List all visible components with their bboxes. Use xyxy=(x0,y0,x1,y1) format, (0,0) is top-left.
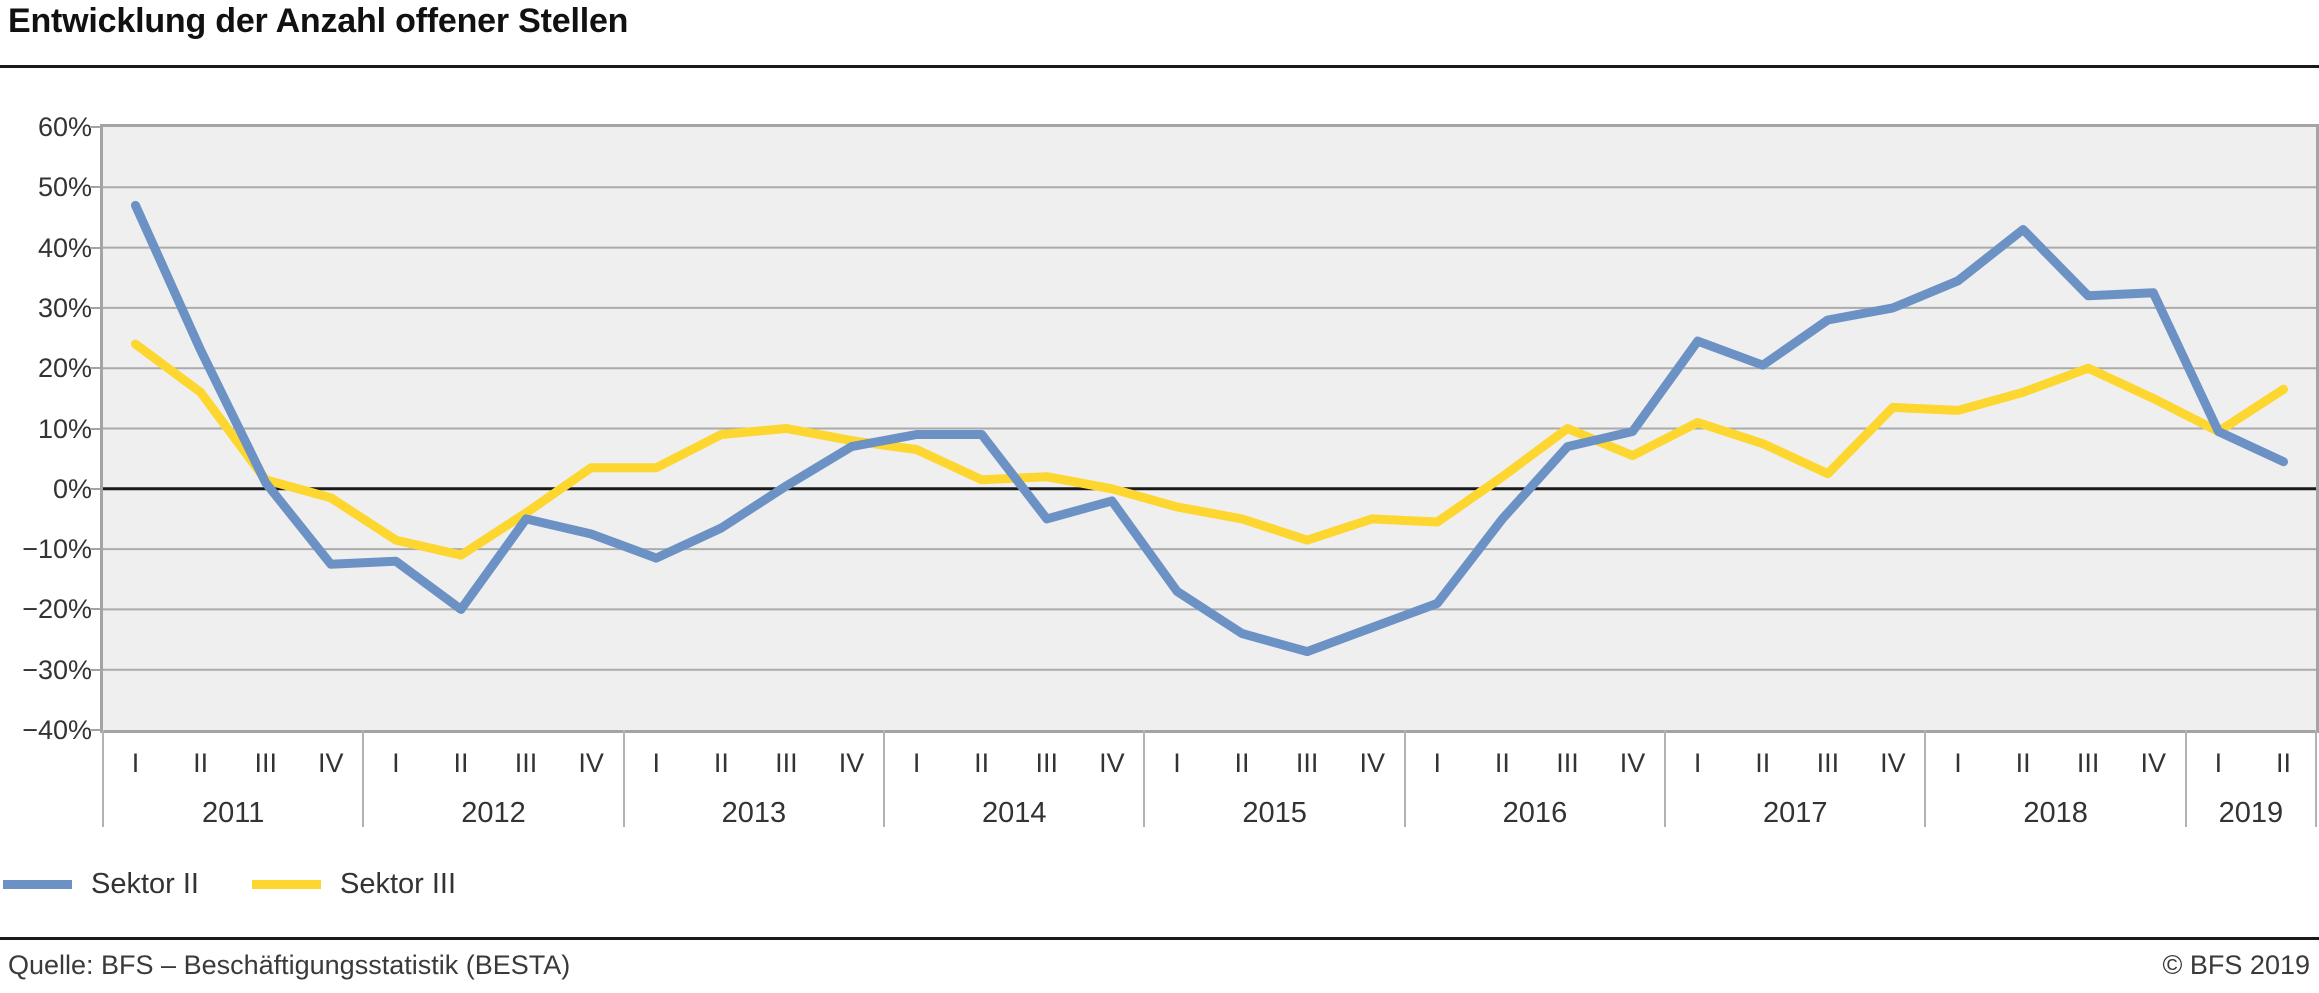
y-axis-tick xyxy=(90,367,103,370)
quarter-label: I xyxy=(1433,748,1442,778)
year-separator xyxy=(2315,730,2317,827)
y-axis-tick xyxy=(90,548,103,551)
quarter-label: I xyxy=(131,748,140,778)
y-axis-label: −30% xyxy=(22,654,92,685)
series-line-sektor-ii xyxy=(131,200,2288,657)
quarter-label: IV xyxy=(318,748,344,778)
year-separator xyxy=(1664,730,1667,827)
page-title: Entwicklung der Anzahl offener Stellen xyxy=(8,2,629,40)
y-axis-tick xyxy=(90,729,103,731)
year-label: 2016 xyxy=(1502,797,1568,829)
quarter-label: II xyxy=(2015,748,2031,778)
quarter-label: IV xyxy=(2140,748,2167,778)
quarter-label: IV xyxy=(838,748,865,778)
quarter-label: III xyxy=(775,748,798,778)
legend-label-sektor-iii: Sektor III xyxy=(340,867,457,900)
source-note: Quelle: BFS – Beschäftigungsstatistik (B… xyxy=(8,950,571,980)
year-separator xyxy=(362,730,365,827)
quarter-label: II xyxy=(1234,748,1250,778)
y-axis-label: −40% xyxy=(22,715,92,745)
title-divider xyxy=(0,65,2319,68)
quarter-label: II xyxy=(2275,748,2291,778)
quarter-label: I xyxy=(392,748,400,778)
quarter-label: IV xyxy=(1880,748,1906,778)
year-separator xyxy=(883,730,886,827)
quarter-label: III xyxy=(254,748,277,778)
year-separator xyxy=(1143,730,1146,827)
quarter-label: III xyxy=(1295,748,1319,778)
quarter-label: III xyxy=(1556,748,1579,778)
copyright-note: © BFS 2019 xyxy=(2162,950,2310,980)
y-axis-tick xyxy=(90,427,103,430)
year-label: 2018 xyxy=(2023,797,2088,829)
quarter-label: I xyxy=(1173,748,1181,778)
quarter-label: II xyxy=(453,748,469,778)
chart-canvas xyxy=(103,186,2316,671)
quarter-label: III xyxy=(2076,748,2100,778)
quarter-label: III xyxy=(514,748,538,778)
year-label: 2011 xyxy=(201,797,265,829)
legend-swatch-sektor-ii xyxy=(3,879,72,889)
y-axis-label: 30% xyxy=(37,292,92,323)
quarter-label: I xyxy=(652,748,661,778)
y-axis-label: 60% xyxy=(37,112,92,142)
year-separator xyxy=(622,730,625,827)
y-axis-tick xyxy=(90,126,103,128)
legend-swatch-sektor-iii xyxy=(252,879,321,889)
year-label: 2014 xyxy=(981,797,1047,829)
y-axis-label: −10% xyxy=(22,534,92,565)
year-separator xyxy=(1403,730,1406,827)
year-label: 2017 xyxy=(1763,797,1828,829)
y-axis-label: 50% xyxy=(37,172,92,203)
legend-label-sektor-ii: Sektor II xyxy=(91,867,199,900)
quarter-label: I xyxy=(1693,748,1702,778)
year-label: 2015 xyxy=(1242,797,1307,829)
quarter-label: II xyxy=(1494,748,1510,778)
quarter-label: IV xyxy=(1619,748,1646,778)
quarter-label: II xyxy=(1755,748,1771,778)
quarter-label: IV xyxy=(578,748,604,778)
year-separator xyxy=(2184,730,2187,827)
y-axis-label: 40% xyxy=(37,232,92,263)
quarter-label: II xyxy=(974,748,990,778)
footer-divider xyxy=(0,937,2319,940)
plot-area xyxy=(103,127,2316,730)
quarter-label: III xyxy=(1035,748,1059,778)
y-axis-tick xyxy=(90,186,103,189)
quarter-label: II xyxy=(713,748,729,778)
year-label: 2019 xyxy=(2218,797,2284,829)
legend-item-sektor-ii: Sektor II xyxy=(3,866,199,902)
y-axis-label: 10% xyxy=(37,413,92,444)
quarter-label: I xyxy=(2214,748,2223,778)
y-axis-label: −20% xyxy=(22,594,92,625)
quarter-label: II xyxy=(193,748,209,778)
year-separator xyxy=(102,730,104,827)
legend-item-sektor-iii: Sektor III xyxy=(252,866,456,902)
quarter-label: IV xyxy=(1359,748,1385,778)
quarter-label: IV xyxy=(1099,748,1125,778)
y-axis-tick xyxy=(90,487,103,490)
y-axis-label: 20% xyxy=(37,353,92,384)
quarter-label: I xyxy=(912,748,921,778)
series-line-sektor-iii xyxy=(131,339,2288,560)
y-axis-tick xyxy=(90,668,103,671)
y-axis-tick xyxy=(90,608,103,611)
year-separator xyxy=(1924,730,1927,827)
year-label: 2012 xyxy=(461,797,526,829)
quarter-label: III xyxy=(1816,748,1840,778)
year-label: 2013 xyxy=(721,797,787,829)
y-axis-tick xyxy=(90,246,103,249)
y-axis-tick xyxy=(90,306,103,309)
quarter-label: I xyxy=(1954,748,1962,778)
y-axis-label: 0% xyxy=(52,473,92,504)
